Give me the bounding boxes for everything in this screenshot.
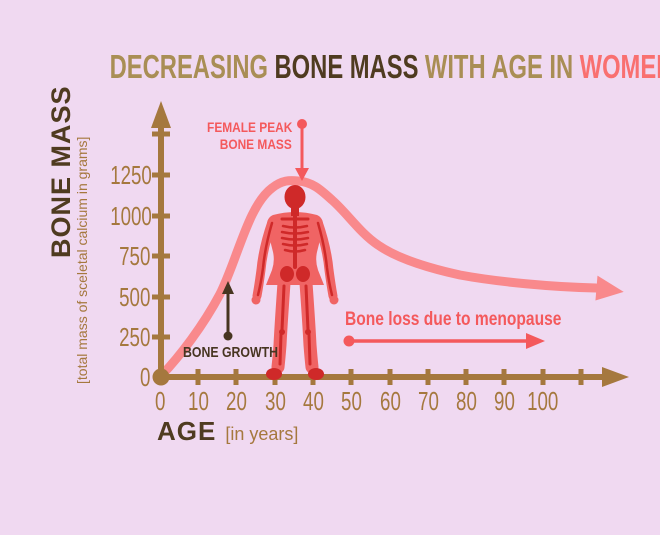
x-axis-title-sub: [in years] bbox=[225, 424, 299, 444]
y-axis-subtitle: [total mass of sceletal calcium in grams… bbox=[74, 136, 90, 384]
skeleton-bones bbox=[266, 185, 324, 380]
y-tick-label: 750 bbox=[118, 241, 150, 271]
title-part-bone-mass: BONE MASS bbox=[274, 48, 419, 85]
y-tick-label: 500 bbox=[118, 282, 150, 312]
title-part-decreasing: DECREASING bbox=[109, 48, 269, 85]
x-axis bbox=[152, 367, 629, 387]
x-tick-label: 40 bbox=[302, 386, 324, 416]
y-tick-label: 0 bbox=[139, 362, 150, 392]
peak-pointer-arrow bbox=[295, 119, 309, 181]
y-tick-label: 1250 bbox=[110, 160, 152, 190]
y-tick-label: 1000 bbox=[110, 201, 152, 231]
x-tick-label: 70 bbox=[417, 386, 439, 416]
x-tick-label: 50 bbox=[340, 386, 362, 416]
y-tick-label: 250 bbox=[118, 322, 150, 352]
curve-arrowhead bbox=[595, 275, 624, 301]
origin-dot bbox=[152, 368, 170, 386]
x-tick-label: 30 bbox=[264, 386, 286, 416]
x-tick-label: 90 bbox=[493, 386, 515, 416]
peak-annotation-line1: FEMALE PEAK bbox=[206, 119, 292, 135]
x-axis-title: AGE [in years] bbox=[157, 416, 298, 447]
x-tick-label: 20 bbox=[225, 386, 247, 416]
x-tick-label: 100 bbox=[527, 386, 559, 416]
x-axis-title-main: AGE bbox=[157, 416, 217, 446]
peak-annotation: FEMALE PEAK BONE MASS bbox=[178, 119, 292, 153]
menopause-arrow bbox=[343, 333, 545, 349]
menopause-annotation: Bone loss due to menopause bbox=[345, 309, 562, 330]
bone-growth-annotation: BONE GROWTH bbox=[183, 344, 278, 361]
x-tick-label: 80 bbox=[455, 386, 477, 416]
y-axis-title: BONE MASS bbox=[46, 85, 76, 258]
bone-growth-arrow bbox=[222, 281, 234, 341]
title-part-with-age-in: WITH AGE IN bbox=[424, 48, 574, 85]
x-tick-label: 10 bbox=[187, 386, 209, 416]
title-part-women: WOMEN bbox=[579, 48, 660, 85]
peak-annotation-line2: BONE MASS bbox=[219, 136, 292, 152]
x-tick-label: 0 bbox=[154, 386, 166, 416]
y-axis bbox=[151, 101, 171, 377]
skeleton-figure bbox=[251, 185, 339, 380]
bone-mass-curve bbox=[156, 176, 624, 381]
x-tick-label: 60 bbox=[379, 386, 401, 416]
